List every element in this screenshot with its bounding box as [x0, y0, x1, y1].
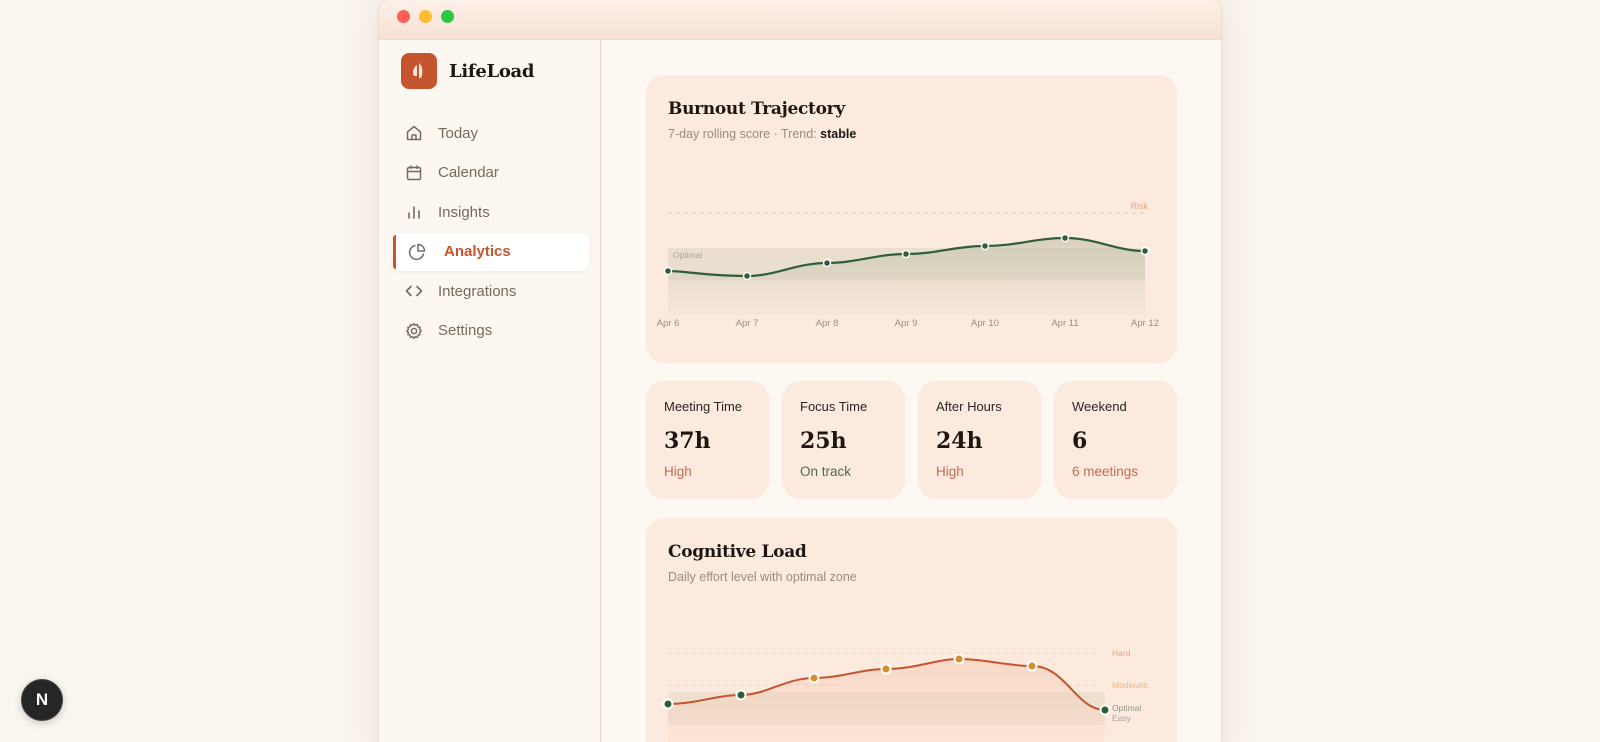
sidebar-item-settings[interactable]: Settings [393, 312, 589, 350]
stat-card-focus-time[interactable]: Focus Time 25h On track [782, 381, 905, 499]
brand[interactable]: LifeLoad [401, 53, 535, 89]
cognitive-load-chart: Hard Moderate Optimal Easy [662, 648, 1148, 742]
sidebar-item-label: Calendar [438, 164, 499, 181]
stat-value: 37h [664, 428, 711, 454]
sidebar-nav: Today Calendar Insights [393, 114, 589, 351]
sidebar-item-today[interactable]: Today [393, 114, 589, 152]
level-moderate: Moderate [1112, 680, 1148, 690]
sidebar-item-label: Today [438, 124, 479, 142]
stat-value: 6 [1072, 428, 1088, 454]
app-window: LifeLoad Today Calendar [379, 0, 1221, 742]
sidebar-item-analytics[interactable]: Analytics [393, 232, 589, 271]
burnout-trajectory-card: Burnout Trajectory 7-day rolling score ·… [646, 75, 1177, 363]
burnout-chart: Risk Optimal Apr 6 Apr 7 Apr 8 Apr 9 Apr… [657, 201, 1159, 329]
pie-chart-icon [408, 243, 426, 261]
level-hard: Hard [1112, 648, 1131, 658]
sidebar-item-label: Integrations [438, 282, 517, 300]
card-subtitle: 7-day rolling score · Trend: stable [668, 127, 857, 141]
stat-value: 25h [800, 428, 847, 454]
level-optimal: Optimal [1112, 703, 1141, 713]
close-window-button[interactable] [397, 10, 410, 23]
sidebar: LifeLoad Today Calendar [379, 40, 601, 742]
leaf-icon [401, 53, 437, 89]
maximize-window-button[interactable] [441, 10, 454, 23]
trend-value: stable [820, 127, 857, 141]
stat-card-meeting-time[interactable]: Meeting Time 37h High [646, 381, 769, 499]
bar-chart-icon [405, 203, 423, 221]
stat-card-weekend[interactable]: Weekend 6 6 meetings [1054, 381, 1177, 499]
main-content: Burnout Trajectory 7-day rolling score ·… [602, 40, 1221, 742]
stat-value: 24h [936, 428, 983, 454]
svg-text:Apr 9: Apr 9 [895, 318, 918, 329]
card-title: Burnout Trajectory [668, 99, 845, 119]
optimal-label: Optimal [673, 250, 702, 260]
minimize-window-button[interactable] [419, 10, 432, 23]
stat-label: After Hours [936, 399, 1002, 414]
stat-status: On track [800, 464, 852, 479]
card-subtitle: Daily effort level with optimal zone [668, 570, 857, 584]
home-icon [405, 124, 423, 142]
svg-text:Apr 10: Apr 10 [971, 318, 999, 329]
cognitive-load-card: Cognitive Load Daily effort level with o… [646, 518, 1177, 742]
svg-text:Apr 6: Apr 6 [657, 318, 680, 329]
stat-label: Weekend [1072, 399, 1127, 414]
dev-badge-label: N [35, 690, 49, 709]
gear-icon [405, 322, 423, 340]
svg-text:Apr 12: Apr 12 [1131, 318, 1159, 329]
brand-name: LifeLoad [449, 60, 535, 82]
sidebar-item-label: Insights [438, 203, 490, 221]
sidebar-item-insights[interactable]: Insights [393, 193, 589, 231]
sidebar-item-label: Settings [438, 322, 493, 339]
svg-text:Apr 7: Apr 7 [736, 318, 759, 329]
sidebar-item-integrations[interactable]: Integrations [393, 272, 589, 310]
stat-label: Focus Time [800, 399, 868, 414]
sidebar-item-calendar[interactable]: Calendar [393, 154, 589, 192]
sidebar-item-label: Analytics [444, 243, 511, 260]
dev-tools-badge[interactable]: N [21, 679, 63, 721]
svg-text:Apr 8: Apr 8 [816, 318, 839, 329]
svg-text:Apr 11: Apr 11 [1051, 318, 1078, 329]
stat-status: 6 meetings [1072, 464, 1139, 479]
level-easy: Easy [1112, 713, 1132, 723]
stat-label: Meeting Time [664, 399, 743, 414]
window-titlebar [379, 0, 1221, 40]
risk-label: Risk [1131, 201, 1149, 211]
stat-status: High [664, 464, 692, 479]
calendar-icon [405, 164, 423, 182]
stat-status: High [936, 464, 964, 479]
card-title: Cognitive Load [668, 542, 807, 562]
code-icon [405, 282, 423, 300]
stat-card-after-hours[interactable]: After Hours 24h High [918, 381, 1041, 499]
